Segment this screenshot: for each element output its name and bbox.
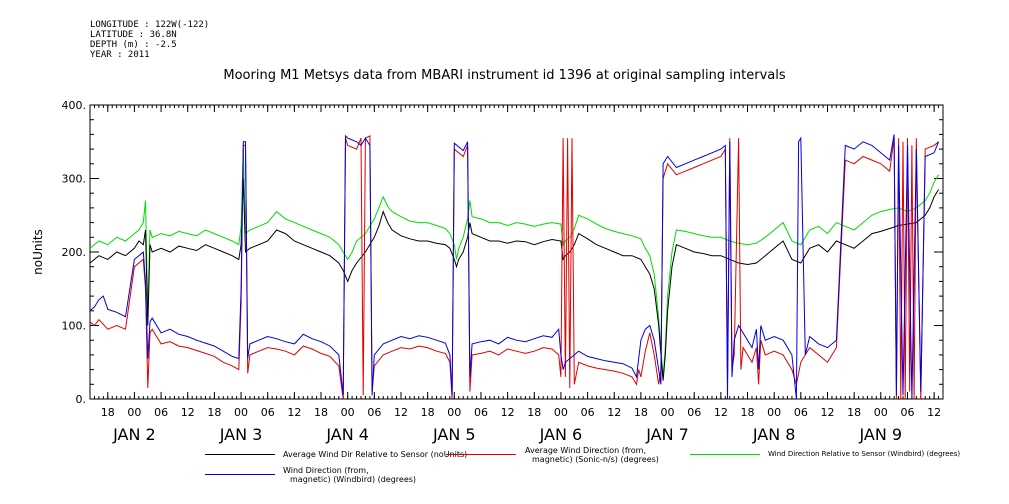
y-tick-label: 300. [62,173,87,186]
longitude-text: LONGITUDE : 122W(-122) [90,20,210,30]
x-tick-label: 00 [554,406,568,419]
x-tick-label: 12 [927,406,941,419]
x-day-label: JAN 8 [752,425,796,444]
x-tick-label: 18 [207,406,221,419]
x-day-label: JAN 4 [325,425,369,444]
x-tick-label: 06 [261,406,275,419]
x-tick-label: 12 [820,406,834,419]
x-tick-label: 00 [127,406,141,419]
x-tick-label: 12 [607,406,621,419]
x-tick-label: 06 [581,406,595,419]
x-day-label: JAN 2 [112,425,156,444]
x-day-label: JAN 5 [432,425,476,444]
x-day-label: JAN 7 [645,425,689,444]
x-tick-label: 12 [394,406,408,419]
x-tick-label: 00 [341,406,355,419]
x-tick-label: 12 [287,406,301,419]
x-tick-label: 06 [474,406,488,419]
year-text: YEAR : 2011 [90,50,150,60]
x-tick-label: 18 [421,406,435,419]
x-tick-label: 18 [314,406,328,419]
x-tick-label: 12 [181,406,195,419]
x-tick-label: 12 [714,406,728,419]
series-line-2 [90,135,939,399]
series-line-4 [90,134,940,399]
y-tick-label: 400. [62,99,87,112]
x-tick-label: 06 [367,406,381,419]
x-tick-label: 06 [900,406,914,419]
chart-title: Mooring M1 Metsys data from MBARI instru… [223,68,786,83]
y-tick-label: 0. [76,393,87,406]
x-tick-label: 18 [634,406,648,419]
x-tick-label: 12 [501,406,515,419]
x-tick-label: 00 [874,406,888,419]
y-axis-label: noUnits [31,229,45,275]
x-tick-label: 00 [447,406,461,419]
series-line-3 [90,149,940,377]
y-tick-label: 200. [62,246,87,259]
latitude-text: LATITUDE : 36.8N [90,30,177,40]
x-tick-label: 06 [794,406,808,419]
plot-frame [89,104,944,400]
y-tick-label: 100. [62,320,87,333]
x-tick-label: 06 [154,406,168,419]
x-tick-label: 18 [741,406,755,419]
x-day-label: JAN 9 [858,425,902,444]
x-tick-label: 18 [101,406,115,419]
x-tick-label: 18 [847,406,861,419]
x-tick-label: 00 [661,406,675,419]
metadata-block: LONGITUDE : 122W(-122) LATITUDE : 36.8N … [90,20,209,60]
x-tick-label: 00 [767,406,781,419]
x-day-label: JAN 3 [219,425,263,444]
x-tick-label: 00 [234,406,248,419]
depth-text: DEPTH (m) : -2.5 [90,40,177,50]
series-line-1 [90,178,940,381]
x-tick-label: 06 [687,406,701,419]
x-tick-label: 18 [527,406,541,419]
x-day-label: JAN 6 [539,425,583,444]
